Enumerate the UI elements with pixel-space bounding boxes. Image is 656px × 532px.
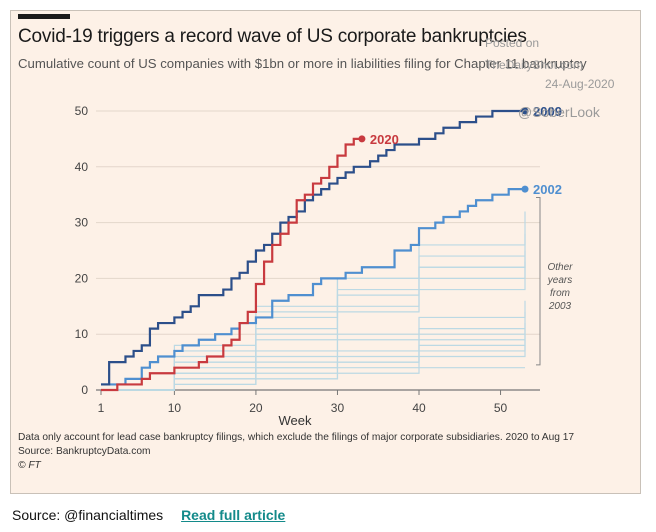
- series-label-2020: 2020: [370, 132, 399, 147]
- y-tick-labels: 0 10 20 30 40 50: [75, 104, 89, 397]
- caption-source: Source: @financialtimes: [12, 507, 164, 523]
- series-end-dot-2009: [521, 107, 529, 115]
- other-years-label: from: [550, 288, 570, 299]
- read-full-article-link[interactable]: Read full article: [181, 507, 286, 523]
- x-tick-label: 1: [98, 401, 105, 415]
- other-year-line: [101, 211, 526, 391]
- y-tick-label: 30: [75, 216, 89, 230]
- other-years-label: years: [547, 275, 572, 286]
- series-end-dot-2002: [521, 185, 529, 193]
- watermark-date: 24-Aug-2020: [545, 77, 615, 91]
- chart-subtitle: Cumulative count of US companies with $1…: [18, 56, 587, 71]
- series-labels: 2002 2009 2020: [370, 104, 562, 197]
- series-line-2020: [101, 137, 362, 392]
- ft-title-bar: [18, 14, 70, 19]
- ft-credit: © FT: [18, 460, 41, 471]
- watermark-handle: @SoberLook: [518, 104, 600, 120]
- chart-card: [10, 10, 641, 494]
- series-label-2002: 2002: [533, 182, 562, 197]
- x-tick-label: 40: [412, 401, 426, 415]
- x-tick-labels: 1 10 20 30 40 50: [98, 401, 508, 415]
- footnote: Data only account for lead case bankrupt…: [18, 432, 575, 443]
- x-tick-label: 50: [494, 401, 508, 415]
- watermark-posted: Posted on: [485, 36, 540, 50]
- y-tick-label: 50: [75, 104, 89, 118]
- other-years-bracket: Other years from 2003: [536, 196, 573, 366]
- other-year-line: [101, 261, 526, 391]
- x-tick-label: 10: [168, 401, 182, 415]
- series-line-2002: [101, 188, 525, 386]
- other-years-label: 2003: [548, 301, 572, 312]
- series-line-2009: [101, 109, 525, 386]
- bracket-line: [536, 196, 541, 366]
- y-tick-label: 40: [75, 160, 89, 174]
- other-year-line: [101, 250, 526, 391]
- caption: Source: @financialtimes Read full articl…: [12, 507, 285, 523]
- x-tick-label: 30: [331, 401, 345, 415]
- grid-lines: [96, 110, 540, 395]
- other-years-label: Other: [547, 262, 573, 273]
- other-year-line: [101, 367, 525, 391]
- watermark-site: TheDailyShot.com: [485, 58, 584, 72]
- y-tick-label: 10: [75, 327, 89, 341]
- y-tick-label: 0: [81, 383, 88, 397]
- source-note: Source: BankruptcyData.com: [18, 446, 151, 457]
- chart-title: Covid-19 triggers a record wave of US co…: [18, 26, 527, 47]
- series-end-dot-2020: [358, 135, 366, 143]
- x-axis-label: Week: [279, 413, 312, 428]
- series-label-2009: 2009: [533, 104, 562, 119]
- y-tick-label: 20: [75, 271, 89, 285]
- highlighted-series: [101, 107, 529, 392]
- other-year-line: [101, 339, 526, 391]
- x-tick-label: 20: [249, 401, 263, 415]
- other-years-lines: [101, 211, 526, 391]
- other-year-line: [101, 328, 525, 391]
